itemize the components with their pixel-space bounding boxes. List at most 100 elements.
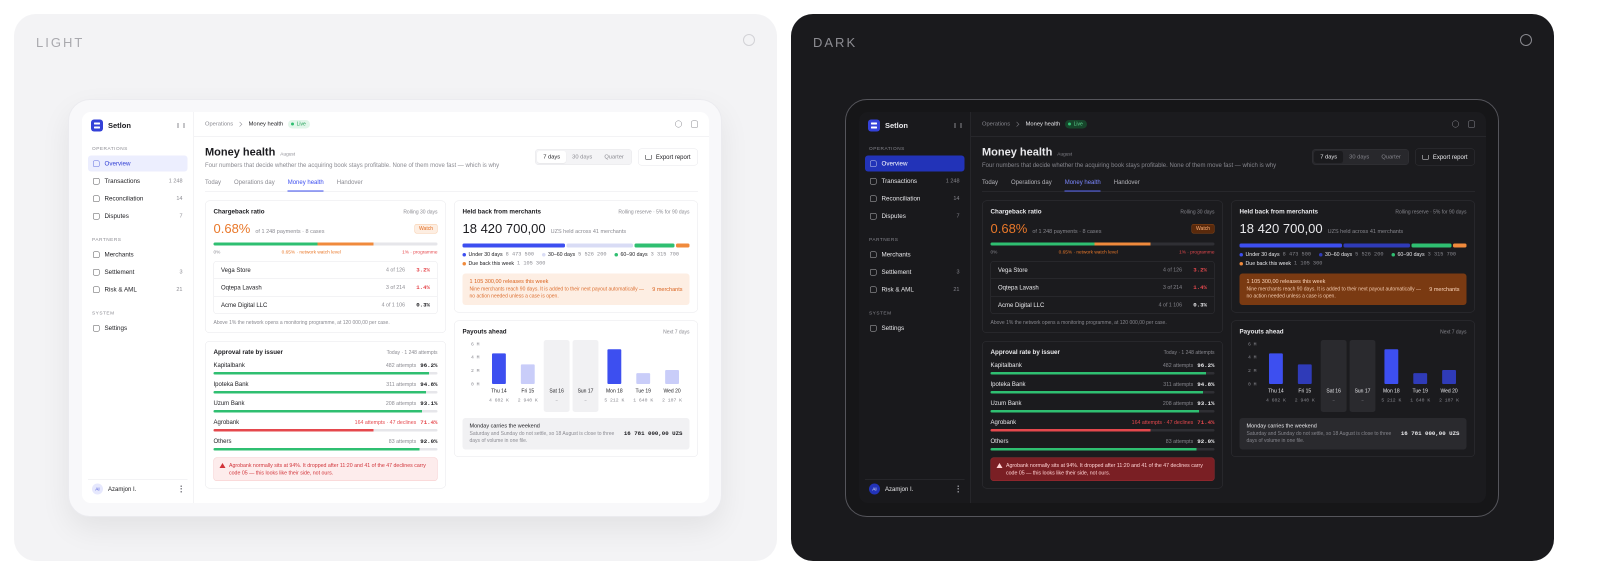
- range-option[interactable]: 7 days: [1314, 151, 1344, 163]
- chargeback-card: Chargeback ratio Rolling 30 days 0.68% of 1…: [205, 200, 446, 333]
- breadcrumb[interactable]: Operations: [205, 121, 234, 127]
- content-grid: Chargeback ratio Rolling 30 days 0.68% of 1…: [194, 192, 709, 497]
- nav-item[interactable]: Disputes 7: [865, 208, 965, 224]
- nav-label: Overview: [104, 160, 131, 167]
- merchant-row[interactable]: Vega Store 4 of 126 3.2%: [991, 262, 1214, 279]
- nav-label: Overview: [881, 160, 908, 167]
- legend-amount: 5 526 200: [1355, 251, 1384, 258]
- more-button[interactable]: [180, 485, 184, 493]
- notification-icon[interactable]: [1468, 120, 1475, 128]
- search-icon[interactable]: [675, 120, 682, 128]
- nav-count: 14: [953, 195, 960, 202]
- issuer-row-top: Others 83 attempts 92.0%: [214, 438, 438, 446]
- header: Money health August Four numbers that deci…: [194, 137, 709, 169]
- nav-item[interactable]: Settlement 3: [865, 264, 965, 280]
- payouts-card: Payouts ahead Next 7 days 0 M 2 M 4 M 6 M Thu …: [1231, 320, 1475, 457]
- release-text: 1 105 300,00 releases this week Nine merc…: [1247, 279, 1422, 301]
- held-segment: [634, 243, 675, 248]
- right-column: Held back from merchants Rolling reserve …: [454, 200, 698, 489]
- issuer-name: Uzum Bank: [213, 399, 245, 407]
- nav-item[interactable]: Settlement 3: [88, 264, 188, 280]
- chargeback-card: Chargeback ratio Rolling 30 days 0.68% of 1…: [982, 200, 1223, 333]
- issuer-name: Ipoteka Bank: [990, 380, 1026, 388]
- held-value: 18 420 700,00: [1239, 221, 1323, 236]
- nav-item[interactable]: Risk & AML 21: [88, 282, 188, 298]
- merchant-row[interactable]: Acme Digital LLC 4 of 1 106 0.3%: [991, 296, 1214, 314]
- x-tick-label: Mon 18: [606, 388, 623, 394]
- breadcrumb[interactable]: Operations: [982, 121, 1011, 127]
- range-option[interactable]: Quarter: [604, 154, 624, 160]
- export-button[interactable]: Export report: [1414, 148, 1475, 166]
- tab[interactable]: Operations day: [1011, 178, 1052, 186]
- merchant-row[interactable]: Acme Digital LLC 4 of 1 106 0.3%: [214, 296, 437, 314]
- nav-item[interactable]: Transactions 1 248: [88, 173, 188, 189]
- export-button[interactable]: Export report: [637, 148, 698, 166]
- tab[interactable]: Today: [205, 178, 222, 186]
- user[interactable]: AI Azamjon I.: [865, 479, 965, 499]
- nav-section: OPERATIONS: [869, 146, 905, 152]
- nav-item[interactable]: Merchants: [865, 247, 965, 263]
- nav-item[interactable]: Reconciliation 14: [865, 191, 965, 207]
- issuer-rate: 71.4%: [1197, 419, 1215, 427]
- card-meta: Next 7 days: [663, 329, 690, 336]
- avatar: AI: [92, 483, 103, 495]
- tab[interactable]: Operations day: [234, 178, 275, 186]
- nav-icon: [93, 195, 100, 202]
- merchant-row[interactable]: Vega Store 4 of 126 3.2%: [214, 262, 437, 279]
- issuer-row-top: Agrobank 164 attempts · 47 declines 71.4%: [991, 419, 1215, 427]
- user[interactable]: AI Azamjon I.: [88, 479, 188, 499]
- bar: [636, 373, 651, 384]
- nav-item[interactable]: Overview: [865, 155, 965, 172]
- tab[interactable]: Money health: [287, 176, 324, 192]
- value-label: 4 602 K: [489, 397, 509, 403]
- nav-item[interactable]: Overview: [88, 155, 188, 172]
- legend-item: 60–90 days 3 315 700: [614, 251, 680, 258]
- nav-count: 7: [956, 213, 960, 219]
- legend-amount: 1 105 300: [1294, 260, 1323, 267]
- issuer-alert: Agrobank normally sits at 94%. It droppe…: [990, 457, 1215, 482]
- nav-icon: [93, 286, 100, 293]
- merchant-row[interactable]: Oqtepa Lavash 3 of 214 1.4%: [991, 278, 1214, 297]
- merchant-row[interactable]: Oqtepa Lavash 3 of 214 1.4%: [214, 278, 437, 297]
- range-option[interactable]: 30 days: [572, 154, 593, 160]
- device-frame: Setlon OPERATIONS Overview Transactions 1 24…: [68, 99, 722, 517]
- legend-amount: 3 315 700: [650, 251, 680, 258]
- merchant-rate: 0.3%: [416, 301, 430, 309]
- value-label: 2 940 K: [1295, 397, 1315, 403]
- collapse-button[interactable]: [954, 123, 962, 128]
- avatar: AI: [869, 483, 880, 495]
- payouts-chart: 0 M 2 M 4 M 6 M Thu 14 4 602 K Fri 15 2 940 K Sa…: [471, 340, 682, 412]
- nav-item[interactable]: Transactions 1 248: [865, 173, 965, 189]
- y-tick-label: 2 M: [471, 368, 480, 374]
- scale-segment: [317, 242, 374, 246]
- tab[interactable]: Handover: [336, 178, 363, 186]
- nav-item[interactable]: Settings: [88, 320, 188, 336]
- tab[interactable]: Money health: [1064, 176, 1101, 192]
- tab[interactable]: Today: [982, 178, 999, 186]
- brand: Setlon: [88, 118, 188, 133]
- title-row: Money health August: [982, 146, 1276, 159]
- x-tick-label: Sat 16: [1326, 388, 1341, 394]
- collapse-button[interactable]: [177, 123, 185, 128]
- card-meta: Rolling reserve · 5% for 90 days: [618, 209, 690, 216]
- nav-icon: [870, 251, 877, 258]
- range-option[interactable]: Quarter: [1381, 154, 1401, 160]
- value-label: 2 107 K: [662, 397, 682, 403]
- search-icon[interactable]: [1452, 120, 1459, 128]
- notification-icon[interactable]: [691, 120, 698, 128]
- tab[interactable]: Handover: [1113, 178, 1140, 186]
- nav-item[interactable]: Disputes 7: [88, 208, 188, 224]
- issuer-rate: 94.8%: [1197, 381, 1215, 389]
- issuer-bar: [213, 429, 374, 432]
- more-button[interactable]: [957, 485, 961, 493]
- nav-item[interactable]: Settings: [865, 320, 965, 336]
- legend-item: Due back this week 1 105 300: [1239, 260, 1323, 267]
- legend-dot: [1239, 252, 1243, 257]
- scale-segment: [1094, 242, 1151, 246]
- nav-item[interactable]: Reconciliation 14: [88, 191, 188, 207]
- nav-item[interactable]: Merchants: [88, 247, 188, 263]
- left-column: Chargeback ratio Rolling 30 days 0.68% of 1…: [205, 200, 446, 489]
- range-option[interactable]: 7 days: [537, 151, 567, 163]
- range-option[interactable]: 30 days: [1349, 154, 1370, 160]
- nav-item[interactable]: Risk & AML 21: [865, 282, 965, 298]
